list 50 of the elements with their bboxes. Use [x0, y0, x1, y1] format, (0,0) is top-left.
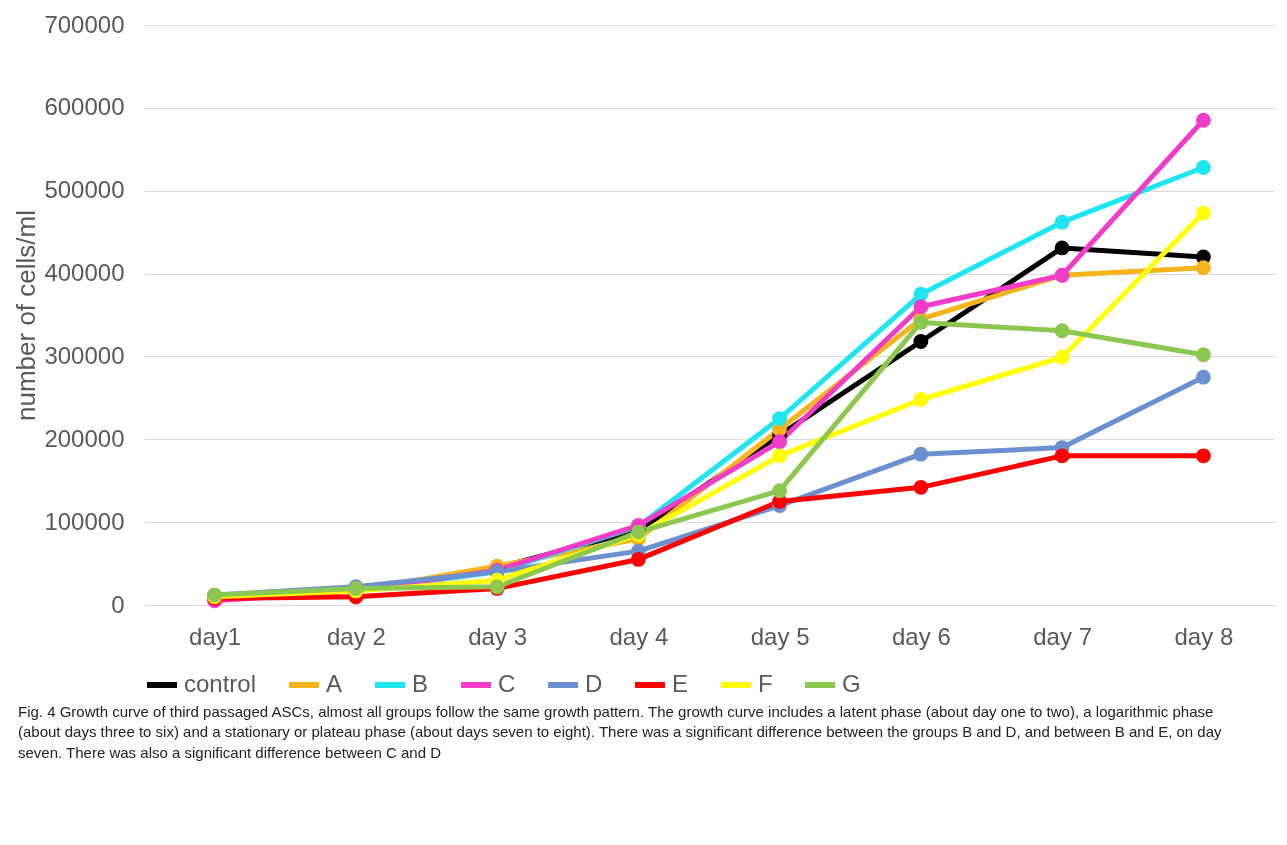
legend-label: control: [184, 670, 257, 697]
x-tick-label: day 4: [609, 622, 669, 650]
y-tick-label: 200000: [44, 424, 125, 452]
point: [913, 299, 929, 315]
point: [913, 315, 929, 330]
x-tick-label: day 2: [327, 622, 386, 650]
point: [1195, 347, 1211, 363]
point: [913, 479, 929, 495]
y-tick-label: 300000: [44, 341, 125, 369]
point: [913, 392, 929, 407]
point: [1054, 448, 1070, 464]
point: [1195, 112, 1211, 128]
point: [913, 286, 929, 302]
point: [1195, 369, 1211, 385]
point: [913, 446, 929, 462]
x-tick-label: day 5: [750, 622, 810, 650]
y-tick-label: 100000: [44, 507, 125, 535]
point: [772, 483, 788, 499]
point: [1195, 260, 1211, 276]
y-tick-label: 0: [111, 590, 125, 618]
caption: Fig. 4 Growth curve of third passaged ASCs, almost all groups follow the same growth pattern. The growth curve includes a latent phase (about day one to two), a logarithmic phase (about days three to six) and a stationary or plateau phase (about days seven to eight). There was a significant difference between the groups B and D, and between B and E, on day seven. There was also a significant difference between C and D: [17, 702, 1223, 763]
point: [772, 448, 788, 464]
legend-label: A: [326, 670, 343, 697]
x-tick-label: day 8: [1174, 622, 1234, 650]
point: [1054, 240, 1070, 256]
y-tick-label: 400000: [44, 259, 125, 287]
legend-label: F: [758, 670, 773, 697]
point: [772, 411, 788, 426]
x-tick-label: day1: [189, 622, 242, 650]
legend-label: C: [498, 670, 516, 697]
legend-label: B: [412, 670, 429, 697]
y-axis-title: number of cells/ml: [11, 210, 42, 421]
point: [1195, 448, 1211, 464]
point: [772, 434, 788, 450]
point: [1195, 160, 1211, 175]
y-tick-label: 600000: [44, 93, 125, 121]
point: [1195, 205, 1211, 221]
point: [630, 552, 646, 567]
point: [1054, 323, 1070, 339]
point: [913, 334, 929, 349]
legend-label: G: [842, 670, 861, 697]
point: [1054, 349, 1070, 365]
legend-label: E: [672, 670, 689, 697]
legend-label: D: [585, 670, 603, 697]
x-tick-label: day 7: [1033, 622, 1092, 650]
y-tick-label: 500000: [44, 176, 125, 204]
point: [1054, 214, 1070, 230]
x-tick-label: day 3: [468, 622, 527, 650]
x-tick-label: day 6: [892, 622, 951, 650]
y-tick-label: 700000: [44, 10, 125, 38]
